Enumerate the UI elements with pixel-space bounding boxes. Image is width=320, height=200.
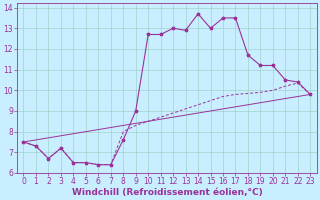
X-axis label: Windchill (Refroidissement éolien,°C): Windchill (Refroidissement éolien,°C) (72, 188, 262, 197)
